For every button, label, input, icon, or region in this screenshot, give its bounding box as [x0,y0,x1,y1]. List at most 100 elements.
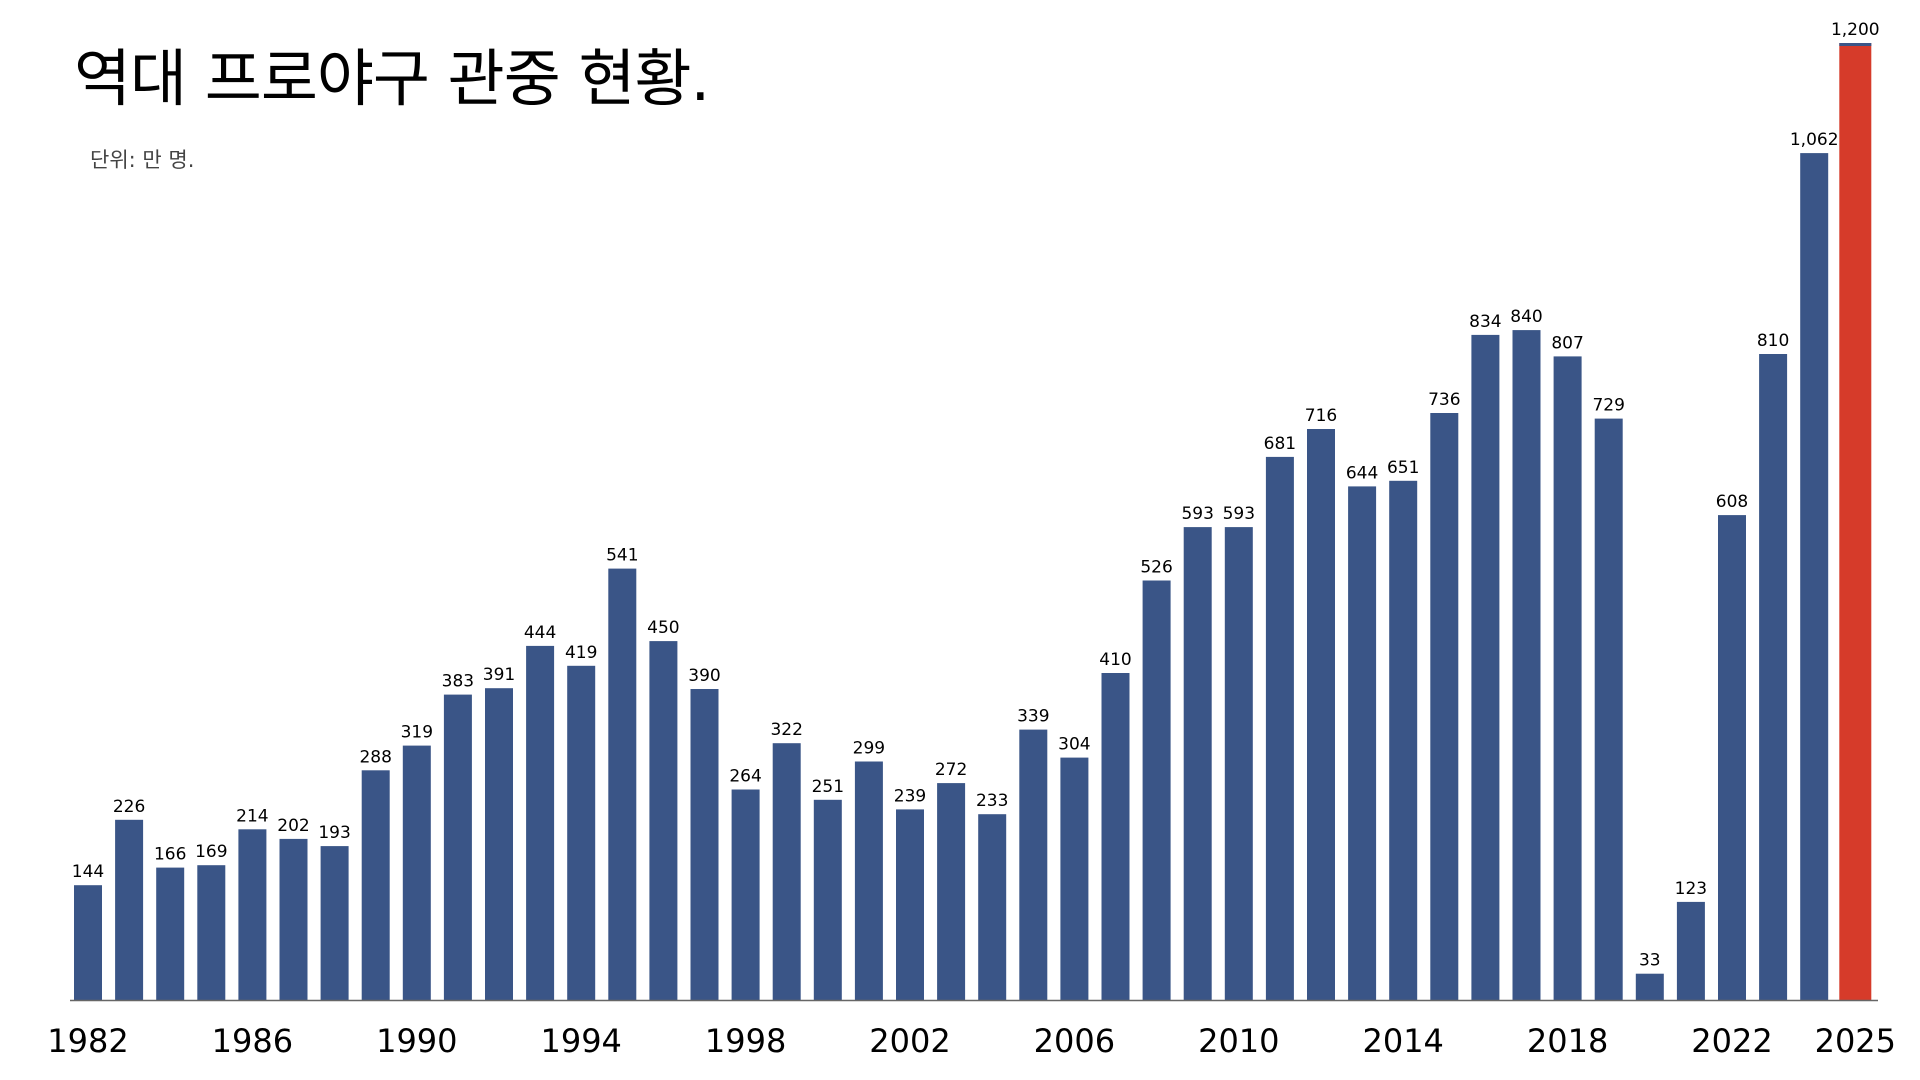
bar-1997 [690,689,719,1000]
bar-2019 [1594,418,1623,1001]
value-label-1983: 226 [113,797,145,817]
value-label-2007: 410 [1099,650,1131,670]
bar-1991 [443,694,472,1000]
bar-2009 [1183,527,1212,1000]
value-label-2020: 33 [1639,951,1661,971]
value-labels-layer: 144 226 166 169 214 202 193 288 319 383 391 444 419 5… [72,20,1880,971]
bar-1984 [156,867,185,1000]
bar-1993 [526,645,555,1000]
bar-2011 [1265,456,1294,1000]
value-label-1996: 450 [647,618,679,638]
bar-1998 [731,789,760,1000]
bar-2002 [896,809,924,1000]
bar-1989 [361,770,390,1000]
value-label-1997: 390 [688,666,720,686]
bar-2015 [1430,413,1459,1000]
value-label-2025: 1,200 [1831,20,1880,40]
bar-2006 [1060,757,1089,1000]
value-label-2008: 526 [1140,558,1172,578]
bar-2016 [1471,334,1500,1000]
bar-2003 [937,783,966,1000]
value-label-2021: 123 [1675,879,1707,899]
bar-2022 [1718,515,1746,1000]
bar-2021 [1676,901,1705,1000]
value-label-2006: 304 [1058,735,1090,755]
bar-2012 [1307,429,1335,1000]
x-tick-label-1994: 1994 [540,1022,621,1060]
value-label-2001: 299 [853,739,885,759]
bar-1995 [608,568,637,1000]
bar-1996 [649,641,678,1000]
value-label-1992: 391 [483,665,515,685]
x-tick-label-2010: 2010 [1198,1022,1279,1060]
x-tick-label-2025: 2025 [1815,1022,1896,1060]
bar-1983 [115,819,144,1000]
bar-2020 [1635,973,1664,1000]
bar-1986 [238,829,267,1000]
value-label-2011: 681 [1264,434,1296,454]
value-label-2000: 251 [812,777,844,797]
bar-2008 [1142,580,1171,1000]
value-label-2003: 272 [935,760,967,780]
x-tick-label-2022: 2022 [1691,1022,1772,1060]
x-tick-labels-layer: 1982 1986 1990 1994 1998 2002 2006 2010 2014 2018… [47,1022,1896,1060]
x-tick-label-2002: 2002 [869,1022,950,1060]
value-label-2024: 1,062 [1790,130,1839,150]
value-label-2013: 644 [1346,463,1378,483]
x-tick-label-1986: 1986 [212,1022,293,1060]
bar-2000 [813,799,842,1000]
x-tick-label-1982: 1982 [47,1022,128,1060]
value-label-2019: 729 [1592,396,1624,416]
value-label-2010: 593 [1223,504,1255,524]
bar-1990 [402,745,431,1000]
value-label-1984: 166 [154,845,186,865]
bar-2004 [978,814,1007,1000]
bar-1988 [320,846,349,1000]
x-tick-label-1990: 1990 [376,1022,457,1060]
bar-highlight-cap [1839,43,1872,46]
value-label-1991: 383 [442,672,474,692]
bar-2017 [1512,330,1541,1001]
value-label-1994: 419 [565,643,597,663]
bar-2001 [854,761,883,1000]
value-label-2022: 608 [1716,492,1748,512]
bar-2005 [1019,729,1048,1000]
value-label-1986: 214 [236,806,268,826]
value-label-1988: 193 [318,823,350,843]
bar-2023 [1759,354,1788,1000]
bar-1982 [74,885,102,1000]
bar-2010 [1224,527,1253,1000]
x-tick-label-2014: 2014 [1362,1022,1443,1060]
value-label-2012: 716 [1305,406,1337,426]
value-label-2004: 233 [976,791,1008,811]
bar-2014 [1389,480,1418,1000]
bar-1992 [485,688,513,1000]
value-label-1987: 202 [277,816,309,836]
value-label-2018: 807 [1551,333,1583,353]
value-label-2016: 834 [1469,312,1501,332]
value-label-2005: 339 [1017,707,1049,727]
x-tick-label-2018: 2018 [1527,1022,1608,1060]
value-label-1993: 444 [524,623,556,643]
bar-2018 [1553,356,1582,1000]
value-label-2023: 810 [1757,331,1789,351]
bar-2025 [1839,43,1872,1000]
value-label-1982: 144 [72,862,104,882]
value-label-2009: 593 [1181,504,1213,524]
bar-1987 [279,838,308,1000]
bar-2013 [1348,486,1377,1000]
value-label-2002: 239 [894,786,926,806]
value-label-2014: 651 [1387,458,1419,478]
bar-2024 [1800,153,1829,1001]
bar-1985 [197,865,226,1000]
value-label-2015: 736 [1428,390,1460,410]
value-label-1999: 322 [770,720,802,740]
value-label-1990: 319 [401,723,433,743]
unit-label: 단위: 만 명. [90,148,195,172]
bar-1999 [772,743,801,1000]
value-label-2017: 840 [1510,307,1542,327]
x-tick-label-2006: 2006 [1034,1022,1115,1060]
value-label-1998: 264 [729,767,761,787]
chart-title: 역대 프로야구 관중 현황. [74,42,710,115]
